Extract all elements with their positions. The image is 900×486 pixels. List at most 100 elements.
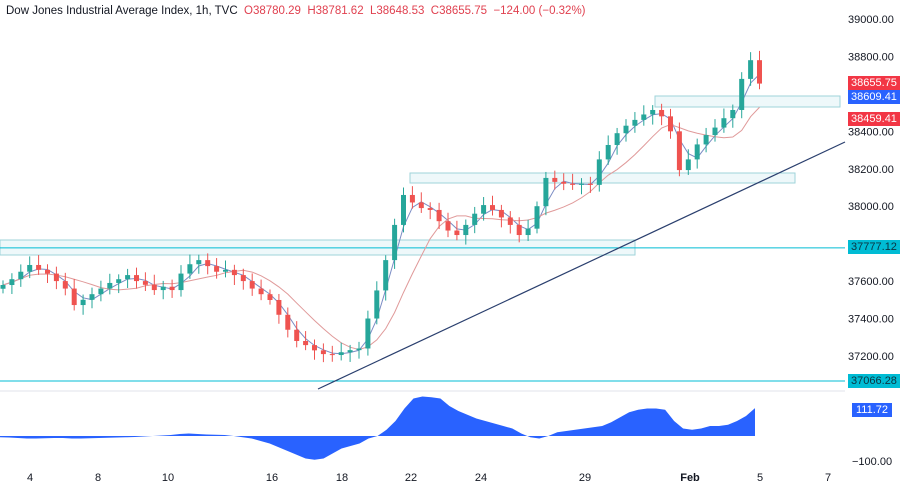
candle-body — [196, 260, 202, 265]
candle-body — [401, 194, 406, 225]
support-label: 37066.28 — [848, 374, 900, 388]
candle-body — [312, 345, 317, 351]
candle-body — [445, 221, 451, 231]
candle-body — [668, 116, 673, 132]
candle-body — [178, 273, 184, 291]
x-tick-label: 8 — [95, 472, 101, 484]
candle-body — [694, 144, 700, 160]
candle-body — [481, 205, 487, 214]
candle-body — [231, 269, 237, 276]
y-tick-label: 38800.00 — [848, 51, 894, 63]
x-tick-label: 5 — [757, 472, 763, 484]
x-tick-label: 29 — [579, 472, 591, 484]
candle-body — [623, 125, 629, 134]
chart-header: Dow Jones Industrial Average Index, 1h, … — [6, 5, 586, 17]
y-tick-label: 37200.00 — [848, 351, 894, 363]
candle-body — [9, 279, 15, 286]
candle-body — [53, 273, 59, 282]
candle-body — [516, 224, 522, 236]
candle-body — [552, 177, 558, 182]
candle-body — [36, 264, 42, 270]
candle-body — [712, 127, 718, 136]
candle-body — [596, 159, 602, 185]
candle-body — [62, 281, 68, 289]
candle-body — [383, 260, 389, 291]
candle-body — [187, 264, 193, 274]
candle-body — [730, 109, 736, 119]
candle-body — [356, 348, 362, 351]
candle-body — [223, 269, 228, 272]
candle-body — [748, 60, 754, 79]
candle-body — [418, 202, 424, 209]
breakout-zone — [654, 95, 841, 108]
open-value: O38780.29 — [244, 5, 301, 17]
candle-body — [294, 329, 300, 341]
candle-body — [605, 144, 611, 160]
y-tick-label: 38200.00 — [848, 164, 894, 176]
trend-line — [317, 141, 846, 390]
y-tick-label: 37400.00 — [848, 314, 894, 326]
osc-tick-label: −100.00 — [852, 456, 892, 468]
candle-body — [205, 260, 211, 267]
candle-body — [329, 354, 335, 356]
slow-ma-label: 38459.41 — [848, 112, 900, 126]
candle-body — [267, 294, 273, 300]
candle-body — [587, 183, 593, 185]
candle-body — [116, 279, 122, 283]
candle-body — [490, 205, 495, 210]
candle-body — [320, 350, 326, 355]
candle-body — [676, 131, 682, 171]
candle-body — [632, 119, 638, 126]
candle-body — [303, 340, 309, 346]
candle-body — [0, 285, 6, 289]
y-tick-label: 39000.00 — [848, 14, 894, 26]
candle-body — [659, 109, 665, 117]
x-tick-label: 24 — [475, 472, 487, 484]
x-tick-label: 18 — [336, 472, 348, 484]
low-value: L38648.53 — [370, 5, 425, 17]
candle-body — [650, 109, 656, 115]
candle-body — [276, 299, 282, 315]
candle-body — [543, 177, 549, 207]
candle-body — [427, 208, 433, 210]
candle-body — [472, 213, 478, 225]
x-tick-label: Feb — [680, 472, 700, 484]
candle-body — [641, 114, 647, 120]
change-value: −124.00 (−0.32%) — [493, 5, 586, 17]
candle-body — [739, 78, 745, 110]
candle-body — [721, 118, 727, 128]
candle-body — [498, 209, 504, 218]
candle-body — [757, 60, 762, 84]
candle-body — [169, 286, 175, 291]
candle-body — [71, 288, 77, 306]
candle-body — [570, 183, 576, 185]
candle-body — [80, 299, 86, 306]
candle-body — [214, 266, 220, 272]
x-tick-label: 22 — [405, 472, 417, 484]
candle-body — [18, 271, 24, 280]
slow-ma-line — [2, 106, 760, 351]
candle-body — [142, 281, 148, 285]
candle-body — [534, 206, 540, 229]
candle-body — [240, 275, 246, 282]
resistance-label: 37777.12 — [848, 240, 900, 254]
y-tick-label: 38000.00 — [848, 201, 894, 213]
candle-body — [561, 181, 567, 184]
x-tick-label: 7 — [825, 472, 831, 484]
fast-ma-label: 38609.41 — [848, 90, 900, 104]
oscillator-label: 111.72 — [852, 403, 892, 417]
high-value: H38781.62 — [307, 5, 364, 17]
candle-body — [151, 284, 157, 291]
close-value: C38655.75 — [430, 5, 488, 17]
candle-body — [338, 352, 344, 356]
candle-body — [45, 269, 50, 274]
candle-body — [454, 230, 460, 236]
last-price-label: 38655.75 — [848, 76, 900, 90]
candle-body — [134, 275, 139, 282]
candle-body — [365, 318, 371, 349]
candle-body — [249, 281, 255, 289]
candle-body — [507, 217, 513, 225]
candle-body — [107, 282, 113, 289]
